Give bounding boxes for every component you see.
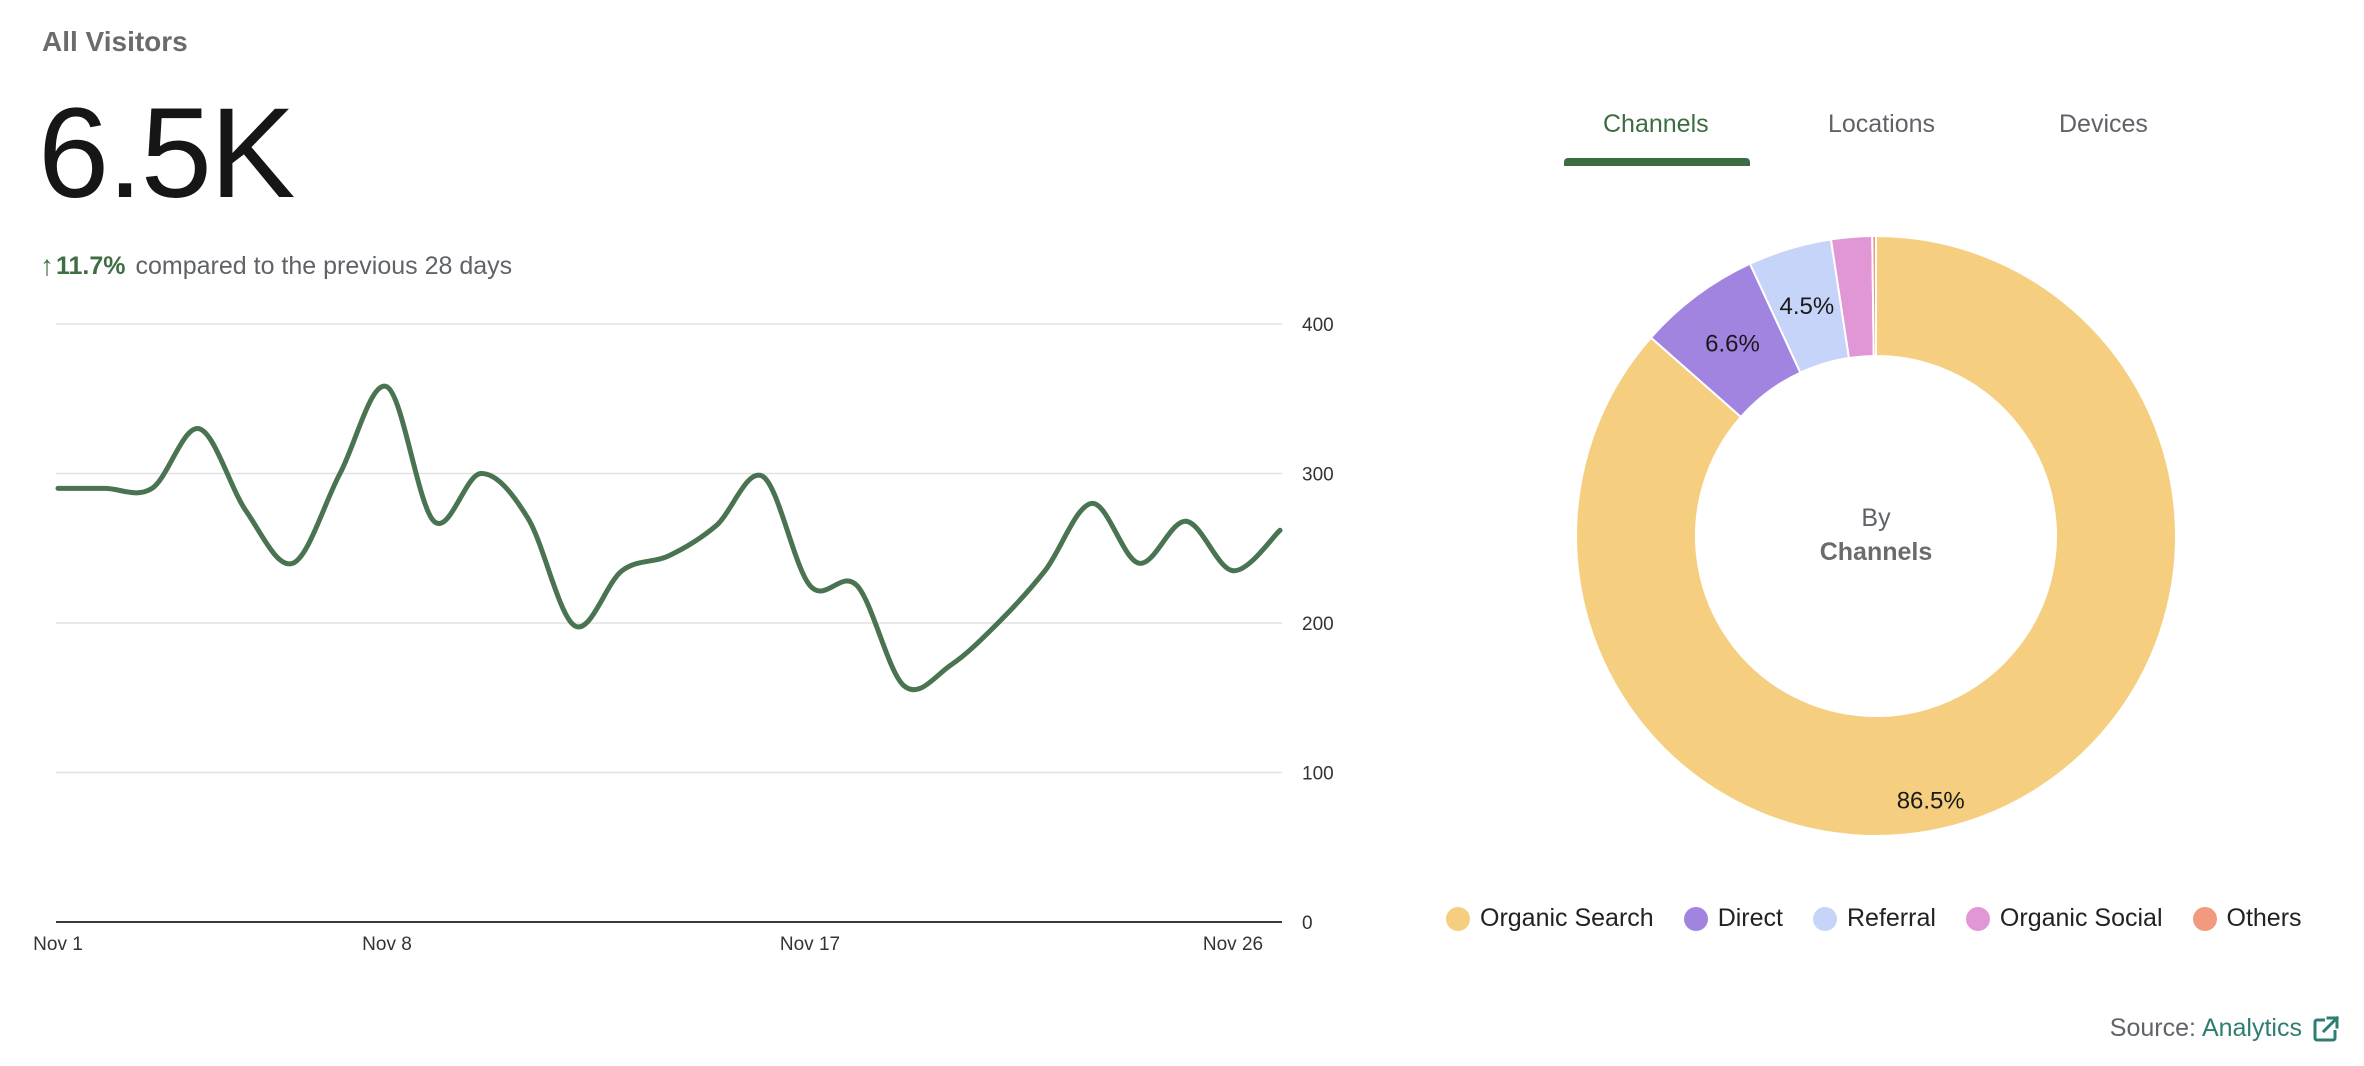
legend-label: Organic Search (1480, 904, 1654, 932)
analytics-link[interactable]: Analytics (2201, 1014, 2302, 1042)
external-link-icon[interactable] (2312, 1015, 2340, 1043)
legend-label: Others (2226, 904, 2302, 932)
legend-swatch (1813, 906, 1837, 931)
arrow-up-icon: ↑ (40, 250, 54, 281)
x-tick-label: Nov 17 (780, 934, 840, 955)
y-tick-label: 400 (1302, 315, 1334, 336)
legend-swatch (1965, 906, 1990, 931)
total-visitors-value: 6.5K (38, 82, 295, 225)
tab-devices[interactable]: Devices (2059, 110, 2148, 138)
legend-swatch (2192, 906, 2217, 931)
donut-data-label: 4.5% (1780, 293, 1835, 320)
y-tick-label: 200 (1302, 614, 1334, 635)
legend-item-others: Others (2192, 904, 2302, 933)
tab-locations[interactable]: Locations (1828, 110, 1936, 138)
x-tick-label: Nov 1 (33, 934, 83, 955)
delta-comparison-text: compared to the previous 28 days (135, 251, 513, 280)
donut-legend: Organic Search Direct Referral Organic S… (1446, 904, 2302, 933)
y-tick-label: 0 (1302, 913, 1313, 934)
legend-item-organic-social: Organic Social (1965, 904, 2163, 933)
legend-label: Organic Social (1999, 904, 2163, 932)
y-tick-label: 100 (1302, 764, 1334, 785)
donut-data-label: 6.6% (1705, 331, 1760, 358)
donut-slice-organic-search[interactable] (1575, 234, 2177, 837)
legend-label: Direct (1717, 904, 1783, 932)
tab-channels[interactable]: Channels (1603, 110, 1709, 138)
source-attribution: Source: Analytics (2110, 1014, 2340, 1043)
visitors-line-series (55, 383, 1283, 693)
legend-swatch (1683, 906, 1708, 931)
legend-item-organic-search: Organic Search (1446, 904, 1654, 933)
legend-label: Referral (1847, 904, 1936, 932)
donut-center-line1: By (1861, 504, 1891, 532)
x-tick-label: Nov 26 (1203, 934, 1263, 955)
donut-center-line2: Channels (1820, 538, 1933, 566)
active-tab-indicator (1564, 158, 1750, 166)
donut-slice-others[interactable] (1871, 234, 1877, 358)
legend-item-direct: Direct (1683, 904, 1783, 933)
y-tick-label: 300 (1302, 465, 1334, 486)
source-label: Source: (2109, 1014, 2196, 1042)
delta-percent: 11.7% (56, 251, 126, 280)
donut-data-label: 86.5% (1897, 787, 1965, 814)
x-tick-label: Nov 8 (362, 934, 412, 955)
channels-donut-chart: 86.5% 6.6% 4.5% By Channels (1575, 234, 2177, 837)
delta-summary: ↑ 11.7% compared to the previous 28 days (40, 250, 512, 282)
breakdown-tabs: Channels Locations Devices (1560, 110, 2220, 170)
section-title: All Visitors (42, 26, 188, 57)
legend-item-referral: Referral (1813, 904, 1936, 933)
visitors-line-chart: 0 100 200 300 400 Nov 1 Nov 8 Nov 17 Nov 26 (33, 315, 1334, 955)
legend-swatch (1446, 906, 1470, 931)
